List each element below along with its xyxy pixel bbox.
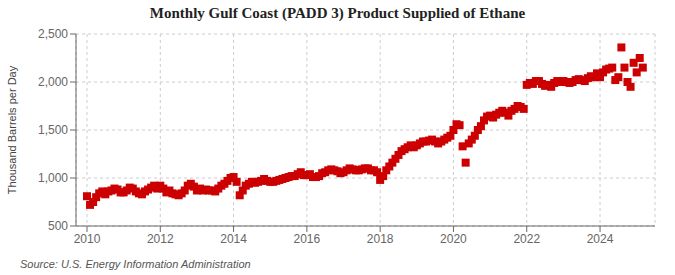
svg-text:2010: 2010 <box>74 232 101 246</box>
svg-text:2,000: 2,000 <box>38 75 68 89</box>
svg-text:2,500: 2,500 <box>38 27 68 41</box>
svg-text:2018: 2018 <box>367 232 394 246</box>
svg-text:2020: 2020 <box>440 232 467 246</box>
svg-text:2022: 2022 <box>513 232 540 246</box>
svg-text:2024: 2024 <box>587 232 614 246</box>
html-text:Source: U.S. Energy Informatio: Source: U.S. Energy Information Administ… <box>20 258 251 270</box>
svg-text:2012: 2012 <box>147 232 174 246</box>
svg-text:2014: 2014 <box>220 232 247 246</box>
svg-text:1,500: 1,500 <box>38 123 68 137</box>
svg-text:1,000: 1,000 <box>38 171 68 185</box>
svg-text:500: 500 <box>48 219 68 233</box>
html-text:Monthly Gulf Coast (PADD 3) Pr: Monthly Gulf Coast (PADD 3) Product Supp… <box>149 5 526 21</box>
svg-text:2016: 2016 <box>294 232 321 246</box>
svg-text:Thousand Barrels per Day: Thousand Barrels per Day <box>8 65 18 194</box>
